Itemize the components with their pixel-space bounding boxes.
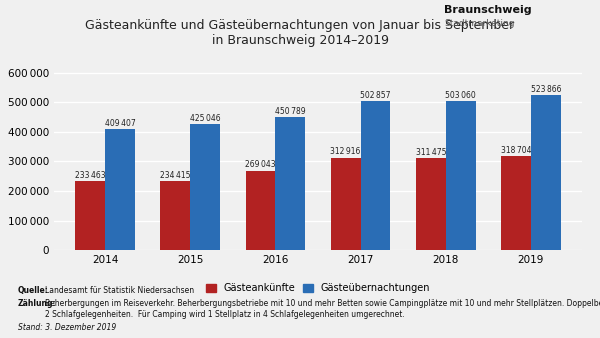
Text: 503 060: 503 060 bbox=[445, 91, 476, 100]
Text: 233 463: 233 463 bbox=[75, 171, 106, 180]
Text: 523 866: 523 866 bbox=[530, 85, 561, 94]
Text: Beherbergungen im Reiseverkehr. Beherbergungsbetriebe mit 10 und mehr Betten sow: Beherbergungen im Reiseverkehr. Beherber… bbox=[45, 299, 600, 318]
Text: 450 789: 450 789 bbox=[275, 106, 305, 116]
Bar bbox=[331, 158, 361, 250]
Bar bbox=[245, 171, 275, 250]
Bar bbox=[75, 181, 105, 250]
Text: Gästeankünfte und Gästeübernachtungen von Januar bis September
in Braunschweig 2: Gästeankünfte und Gästeübernachtungen vo… bbox=[85, 19, 515, 47]
Text: Zählung:: Zählung: bbox=[18, 299, 56, 308]
Bar bbox=[190, 124, 220, 250]
Text: 425 046: 425 046 bbox=[190, 114, 220, 123]
Text: 318 704: 318 704 bbox=[501, 146, 531, 155]
Text: Quelle:: Quelle: bbox=[18, 286, 49, 295]
Text: 312 916: 312 916 bbox=[331, 147, 361, 156]
Text: Stand: 3. Dezember 2019: Stand: 3. Dezember 2019 bbox=[18, 323, 116, 332]
Text: 311 475: 311 475 bbox=[416, 148, 446, 157]
Bar bbox=[105, 129, 135, 250]
Text: 409 407: 409 407 bbox=[104, 119, 136, 128]
Legend: Gästeankünfte, Gästeübernachtungen: Gästeankünfte, Gästeübernachtungen bbox=[206, 283, 430, 293]
Text: 269 043: 269 043 bbox=[245, 160, 276, 169]
Bar bbox=[361, 101, 391, 250]
Bar bbox=[446, 101, 476, 250]
Text: Stadtmarketing: Stadtmarketing bbox=[444, 19, 515, 28]
Bar bbox=[501, 156, 531, 250]
Text: 234 415: 234 415 bbox=[160, 171, 191, 179]
Text: Braunschweig: Braunschweig bbox=[444, 5, 532, 15]
Text: 502 857: 502 857 bbox=[360, 91, 391, 100]
Bar bbox=[160, 181, 190, 250]
Bar bbox=[531, 95, 561, 250]
Text: Landesamt für Statistik Niedersachsen: Landesamt für Statistik Niedersachsen bbox=[45, 286, 194, 295]
Bar bbox=[416, 158, 446, 250]
Bar bbox=[275, 117, 305, 250]
